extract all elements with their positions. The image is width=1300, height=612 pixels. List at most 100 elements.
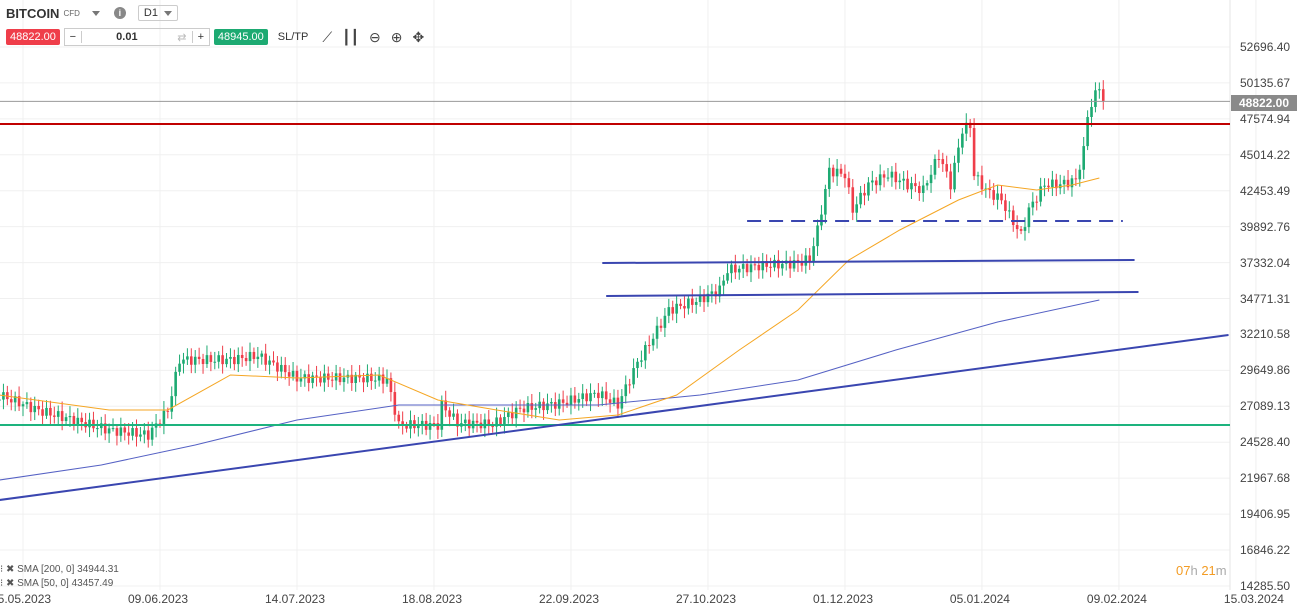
candle-body — [342, 377, 346, 383]
candle — [287, 365, 291, 386]
candle — [718, 276, 721, 303]
candle — [835, 159, 839, 186]
candle — [671, 300, 675, 321]
candle — [957, 138, 960, 173]
legend-sma200[interactable]: ⁝ ✖ SMA [200, 0] 34944.31 — [0, 564, 119, 575]
candle-body — [777, 259, 780, 269]
legend-sma50[interactable]: ⁝ ✖ SMA [50, 0] 43457.49 — [0, 578, 114, 589]
candle — [871, 170, 874, 191]
timeframe-select[interactable]: D1 — [137, 5, 178, 21]
candle-body — [675, 303, 678, 314]
candle-body — [350, 374, 354, 383]
candle-timer: 07h 21m — [1176, 563, 1227, 578]
candle-body — [143, 430, 146, 435]
candle-body — [229, 356, 232, 359]
move-icon[interactable]: ✥ — [412, 28, 425, 45]
candle — [377, 366, 381, 387]
candle-body — [315, 375, 318, 377]
sell-button[interactable]: 48822.00 — [6, 29, 60, 45]
candle — [283, 357, 287, 380]
candle-body — [1066, 179, 1070, 188]
candles-icon[interactable]: ┃┃ — [342, 28, 360, 45]
quantity-input[interactable]: 0.01 — [116, 31, 138, 43]
trend-line — [602, 258, 1135, 265]
candle — [1086, 110, 1089, 151]
candle — [972, 118, 976, 181]
candle-body — [702, 295, 706, 303]
candle-body — [961, 133, 964, 148]
candle — [808, 247, 812, 270]
decrease-button[interactable]: − — [65, 31, 82, 43]
candle — [205, 345, 209, 368]
candle-body — [663, 315, 667, 328]
candle — [636, 358, 639, 378]
candle-body — [88, 419, 91, 428]
candle-body — [957, 147, 960, 163]
candle — [471, 413, 475, 434]
symbol-dropdown-icon[interactable] — [91, 10, 100, 16]
candle-body — [597, 392, 600, 399]
candle-body — [139, 434, 142, 437]
candle — [722, 274, 725, 296]
candle — [158, 419, 162, 428]
candle-body — [800, 262, 804, 266]
candle-body — [1027, 207, 1031, 228]
candle — [925, 180, 929, 191]
x-tick-label: 18.08.2023 — [401, 592, 463, 606]
candle-body — [855, 204, 858, 213]
candle-body — [1101, 89, 1105, 102]
zoom-in-icon[interactable]: ⊕ — [390, 28, 403, 45]
candle — [1082, 136, 1085, 179]
candle-body — [276, 362, 279, 372]
candle-body — [213, 361, 217, 363]
candle-body — [397, 414, 401, 422]
candle-body — [45, 407, 48, 416]
candle — [890, 166, 894, 187]
swap-icon[interactable]: ⇄ — [177, 31, 187, 44]
candle-body — [103, 423, 107, 434]
candle-body — [761, 261, 765, 271]
candle-body — [111, 428, 115, 430]
candle-body — [146, 430, 150, 440]
symbol-name[interactable]: BITCOIN — [6, 5, 60, 21]
candle-body — [475, 420, 479, 423]
sltp-button[interactable]: SL/TP — [277, 31, 309, 43]
y-tick-label: 52696.40 — [1240, 40, 1291, 54]
increase-button[interactable]: + — [191, 31, 209, 43]
candle — [139, 426, 142, 442]
zoom-out-icon[interactable]: ⊖ — [369, 28, 381, 45]
candle — [710, 283, 714, 303]
candle — [280, 356, 283, 379]
candle-body — [788, 260, 792, 269]
line-chart-icon[interactable]: ⟋ — [322, 28, 333, 45]
x-tick-label: 01.12.2023 — [812, 592, 873, 606]
candle-body — [401, 421, 404, 426]
candle-body — [487, 419, 491, 427]
candle-body — [589, 393, 592, 402]
candle-body — [174, 371, 177, 397]
candle — [1094, 82, 1097, 113]
candle-body — [835, 168, 839, 177]
candle — [816, 219, 819, 256]
candle-body — [577, 399, 581, 403]
candle — [119, 417, 123, 442]
candle — [103, 414, 107, 441]
candle-body — [440, 400, 444, 430]
candle — [784, 250, 788, 271]
candle-body — [25, 402, 29, 405]
candle — [56, 405, 60, 425]
candle — [107, 423, 111, 443]
quantity-stepper[interactable]: − 0.01 ⇄ + — [63, 28, 210, 46]
candle — [585, 388, 588, 406]
candle-body — [612, 397, 616, 403]
candle-body — [9, 399, 13, 403]
candle-body — [1090, 106, 1093, 118]
info-icon[interactable]: i — [113, 7, 126, 19]
candle — [166, 407, 170, 419]
buy-button[interactable]: 48945.00 — [213, 29, 268, 45]
candle-body — [385, 378, 389, 384]
candle — [0, 391, 1, 403]
candle — [569, 387, 573, 415]
candle-body — [604, 391, 608, 400]
